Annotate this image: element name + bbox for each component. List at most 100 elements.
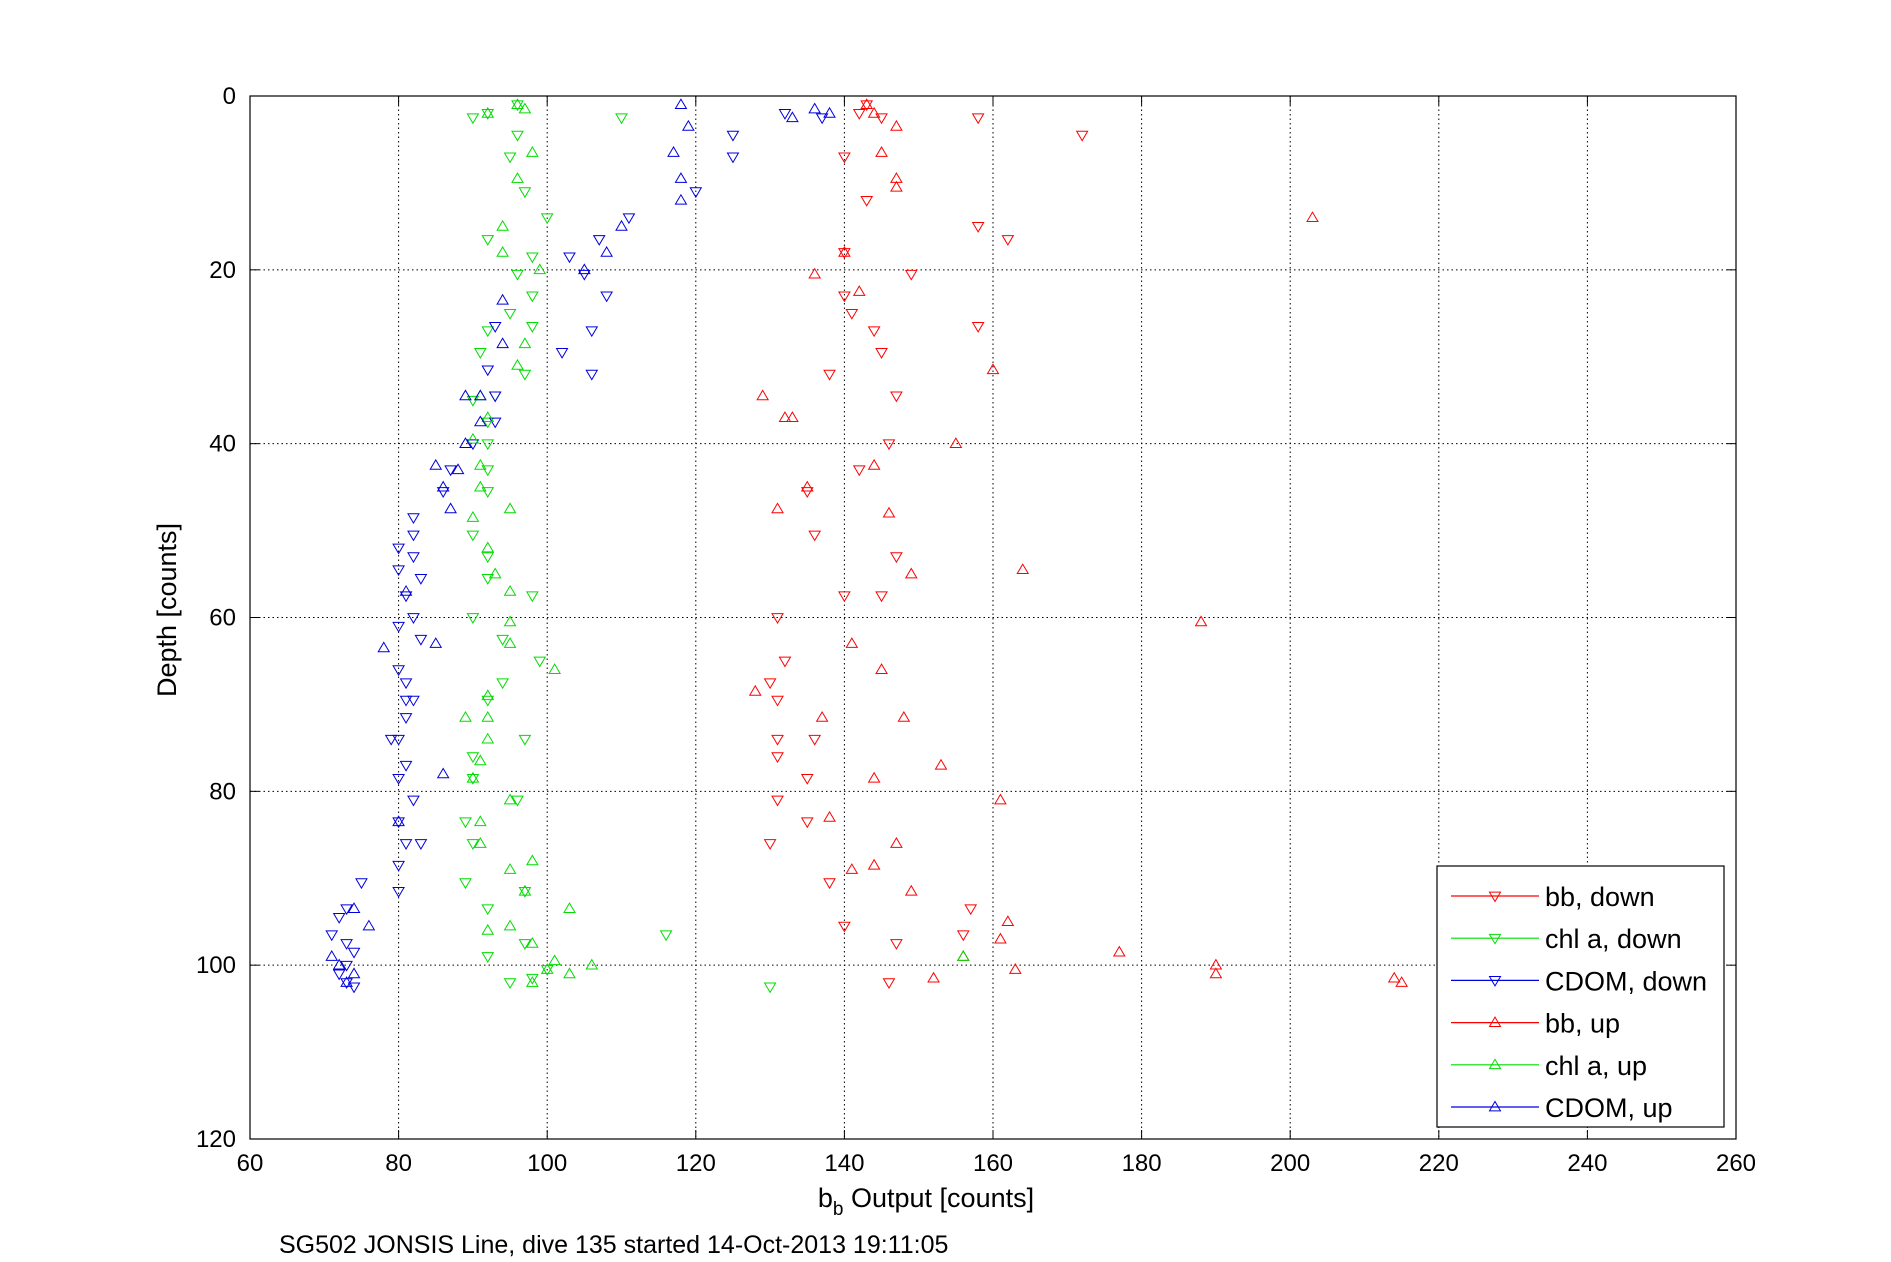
data-point — [838, 291, 851, 303]
x-tick-label: 240 — [1567, 1150, 1607, 1177]
data-point — [904, 567, 918, 579]
data-point — [577, 263, 591, 275]
data-point — [518, 187, 532, 199]
data-point — [845, 863, 859, 874]
data-point — [838, 245, 851, 257]
data-point — [496, 678, 509, 690]
data-point — [503, 502, 517, 514]
data-point — [971, 321, 985, 333]
data-point — [934, 758, 948, 770]
data-point — [800, 487, 814, 498]
y-tick-label: 120 — [196, 1126, 236, 1153]
data-point — [496, 337, 509, 349]
data-point — [748, 684, 762, 696]
data-point — [875, 348, 888, 359]
y-tick-label: 100 — [196, 952, 236, 979]
data-point — [860, 195, 874, 207]
data-point — [518, 337, 532, 349]
data-point — [481, 365, 495, 377]
data-point — [778, 109, 792, 120]
data-point — [890, 180, 903, 192]
data-point — [1001, 915, 1015, 927]
legend-marker — [1488, 1100, 1502, 1112]
data-point — [481, 326, 495, 338]
data-point — [838, 152, 851, 164]
data-point — [473, 754, 487, 766]
y-tick-label: 20 — [209, 257, 236, 284]
data-point — [548, 954, 562, 966]
data-point — [875, 591, 888, 603]
data-point — [511, 172, 524, 183]
data-point — [897, 710, 911, 722]
data-point — [867, 326, 881, 338]
data-point — [481, 732, 495, 744]
data-point — [1016, 563, 1030, 575]
data-point — [481, 689, 495, 701]
data-point — [399, 678, 413, 690]
data-point — [882, 506, 896, 518]
x-tick-label: 260 — [1716, 1150, 1756, 1177]
data-point — [659, 930, 673, 942]
data-point — [466, 511, 480, 522]
data-point — [473, 815, 487, 827]
data-point — [347, 967, 361, 979]
data-point — [823, 369, 836, 381]
data-point — [503, 919, 517, 931]
data-point — [615, 113, 628, 125]
data-point — [904, 884, 918, 896]
data-point — [503, 863, 517, 874]
x-tick-label: 180 — [1122, 1150, 1162, 1177]
data-point — [882, 439, 896, 451]
legend-marker — [1488, 1058, 1502, 1070]
data-point — [407, 613, 420, 624]
data-point — [399, 713, 413, 724]
data-point — [875, 113, 888, 125]
data-point — [956, 949, 970, 961]
data-point — [466, 439, 480, 451]
data-point — [392, 815, 405, 827]
data-point — [674, 172, 688, 183]
data-point — [681, 119, 695, 131]
data-point — [466, 752, 480, 764]
data-point — [466, 839, 480, 850]
data-point — [726, 130, 740, 142]
data-point — [407, 513, 420, 525]
data-point — [503, 793, 517, 805]
data-point — [496, 634, 509, 646]
data-point — [600, 245, 614, 257]
data-point — [503, 584, 517, 596]
data-point — [392, 817, 405, 829]
data-markers — [325, 98, 1409, 994]
data-point — [340, 904, 353, 916]
data-point — [540, 965, 554, 976]
data-point — [473, 415, 487, 427]
data-point — [555, 348, 569, 359]
data-point — [563, 967, 576, 979]
data-point — [525, 973, 539, 985]
data-point — [399, 760, 413, 772]
data-point — [518, 884, 532, 896]
data-point — [392, 886, 405, 898]
data-point — [867, 858, 881, 870]
data-point — [823, 106, 836, 118]
data-point — [904, 269, 918, 281]
data-point — [392, 621, 405, 633]
data-point — [585, 326, 599, 338]
data-point — [615, 219, 628, 231]
data-point — [771, 795, 784, 807]
data-point — [518, 369, 532, 381]
series-group — [763, 100, 1089, 990]
data-point — [964, 904, 978, 916]
data-point — [473, 836, 487, 848]
data-point — [585, 958, 599, 970]
data-point — [867, 106, 881, 118]
legend-entry-label: CDOM, down — [1545, 966, 1707, 996]
data-point — [771, 752, 784, 764]
legend-marker — [1488, 891, 1502, 903]
data-point — [325, 930, 339, 942]
data-point — [340, 939, 353, 950]
data-point — [548, 663, 562, 674]
data-point — [481, 106, 495, 118]
data-point — [503, 978, 517, 990]
data-point — [800, 817, 814, 829]
